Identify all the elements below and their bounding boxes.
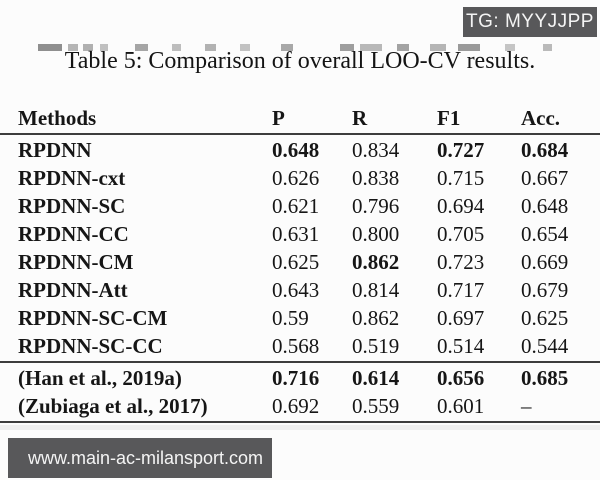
- redaction-block: [240, 44, 250, 51]
- cell-value: 0.697: [437, 305, 485, 330]
- cell-value: 0.601: [437, 393, 485, 418]
- results-table: Methods P R F1 Acc. RPDNN 0.648 0.834 0.727…: [0, 104, 600, 424]
- cell-method: RPDNN: [18, 137, 92, 162]
- redaction-block: [430, 44, 446, 51]
- table-row: RPDNN-SC-CM 0.59 0.862 0.697 0.625: [0, 304, 600, 332]
- table-row: (Zubiaga et al., 2017) 0.692 0.559 0.601 –: [0, 392, 600, 420]
- cell-value: 0.59: [272, 305, 309, 330]
- cell-value: 0.544: [521, 333, 569, 358]
- cell-method: RPDNN-Att: [18, 277, 128, 302]
- cell-value: 0.559: [352, 393, 400, 418]
- redaction-block: [135, 44, 148, 51]
- cell-value: 0.614: [352, 365, 400, 390]
- cell-value: 0.519: [352, 333, 400, 358]
- cell-value: 0.862: [352, 249, 400, 274]
- cell-value: 0.717: [437, 277, 485, 302]
- redaction-block: [83, 44, 93, 51]
- cell-method: RPDNN-cxt: [18, 165, 126, 190]
- column-header-r: R: [352, 105, 368, 130]
- cell-value: 0.514: [437, 333, 485, 358]
- cell-value: 0.692: [272, 393, 320, 418]
- redaction-block: [100, 44, 108, 51]
- table-body-baseline: (Han et al., 2019a) 0.716 0.614 0.656 0.685(…: [0, 364, 600, 420]
- cell-method: (Zubiaga et al., 2017): [18, 393, 208, 418]
- tg-code-badge: TG: MYYJJPP: [463, 7, 597, 37]
- redaction-block: [205, 44, 216, 51]
- cell-value: 0.648: [272, 137, 320, 162]
- cell-value: 0.669: [521, 249, 569, 274]
- url-badge: www.main-ac-milansport.com: [8, 438, 272, 478]
- cell-value: 0.838: [352, 165, 400, 190]
- header-rule: [0, 133, 600, 135]
- cell-method: RPDNN-SC-CC: [18, 333, 163, 358]
- cell-value: 0.716: [272, 365, 320, 390]
- cell-value: 0.684: [521, 137, 569, 162]
- table-header-row: Methods P R F1 Acc.: [0, 104, 600, 132]
- table-row: (Han et al., 2019a) 0.716 0.614 0.656 0.685: [0, 364, 600, 392]
- cell-value: 0.694: [437, 193, 485, 218]
- table-caption: Table 5: Comparison of overall LOO-CV re…: [64, 48, 536, 74]
- column-header-p: P: [272, 105, 285, 130]
- cell-value: 0.715: [437, 165, 485, 190]
- cell-value: 0.568: [272, 333, 320, 358]
- redaction-block: [458, 44, 480, 51]
- cell-method: RPDNN-CM: [18, 249, 134, 274]
- cell-method: RPDNN-SC: [18, 193, 126, 218]
- cell-value: 0.654: [521, 221, 569, 246]
- cell-value: 0.621: [272, 193, 320, 218]
- cell-value: 0.643: [272, 277, 320, 302]
- cell-method: RPDNN-CC: [18, 221, 129, 246]
- cell-value: –: [521, 393, 532, 418]
- column-header-f1: F1: [437, 105, 461, 130]
- cell-value: 0.667: [521, 165, 569, 190]
- cell-value: 0.685: [521, 365, 569, 390]
- column-header-methods: Methods: [18, 105, 97, 130]
- table-body-main: RPDNN 0.648 0.834 0.727 0.684 RPDNN-cxt 0.626 0…: [0, 136, 600, 360]
- cell-value: 0.648: [521, 193, 569, 218]
- cell-value: 0.723: [437, 249, 485, 274]
- table-row: RPDNN-Att 0.643 0.814 0.717 0.679: [0, 276, 600, 304]
- cell-value: 0.625: [272, 249, 320, 274]
- redaction-block: [172, 44, 181, 51]
- table-row: RPDNN 0.648 0.834 0.727 0.684: [0, 136, 600, 164]
- cell-value: 0.679: [521, 277, 569, 302]
- redaction-block: [38, 44, 62, 51]
- table-row: RPDNN-CC 0.631 0.800 0.705 0.654: [0, 220, 600, 248]
- cell-value: 0.796: [352, 193, 400, 218]
- redaction-block: [68, 44, 78, 51]
- cell-value: 0.800: [352, 221, 400, 246]
- cell-method: (Han et al., 2019a): [18, 365, 182, 390]
- redaction-block: [340, 44, 354, 51]
- cell-value: 0.656: [437, 365, 485, 390]
- table-row: RPDNN-SC-CC 0.568 0.519 0.514 0.544: [0, 332, 600, 360]
- table-row: RPDNN-cxt 0.626 0.838 0.715 0.667: [0, 164, 600, 192]
- cell-value: 0.625: [521, 305, 569, 330]
- table-row: RPDNN-SC 0.621 0.796 0.694 0.648: [0, 192, 600, 220]
- cell-value: 0.631: [272, 221, 320, 246]
- cell-value: 0.705: [437, 221, 485, 246]
- cell-value: 0.862: [352, 305, 400, 330]
- baseline-rule: [0, 361, 600, 363]
- column-header-acc: Acc.: [521, 105, 561, 130]
- redaction-block: [360, 44, 382, 51]
- bottom-rule: [0, 421, 600, 423]
- cell-value: 0.626: [272, 165, 320, 190]
- redaction-block: [543, 44, 552, 51]
- table-row: RPDNN-CM 0.625 0.862 0.723 0.669: [0, 248, 600, 276]
- redaction-block: [505, 44, 515, 51]
- cell-method: RPDNN-SC-CM: [18, 305, 168, 330]
- cell-value: 0.814: [352, 277, 400, 302]
- redaction-block: [397, 44, 409, 51]
- cell-value: 0.834: [352, 137, 400, 162]
- separator-band: [0, 425, 600, 430]
- redaction-block: [281, 44, 293, 51]
- cell-value: 0.727: [437, 137, 485, 162]
